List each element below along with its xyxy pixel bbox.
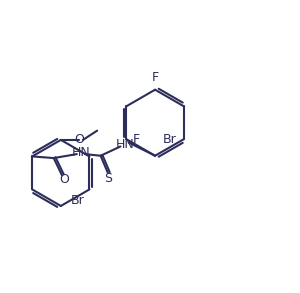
Text: O: O [60, 173, 70, 186]
Text: F: F [132, 133, 140, 146]
Text: Br: Br [163, 133, 176, 146]
Text: O: O [74, 133, 84, 146]
Text: Br: Br [71, 194, 85, 207]
Text: F: F [152, 71, 159, 84]
Text: HN: HN [115, 138, 134, 151]
Text: S: S [104, 172, 112, 185]
Text: HN: HN [72, 146, 91, 159]
